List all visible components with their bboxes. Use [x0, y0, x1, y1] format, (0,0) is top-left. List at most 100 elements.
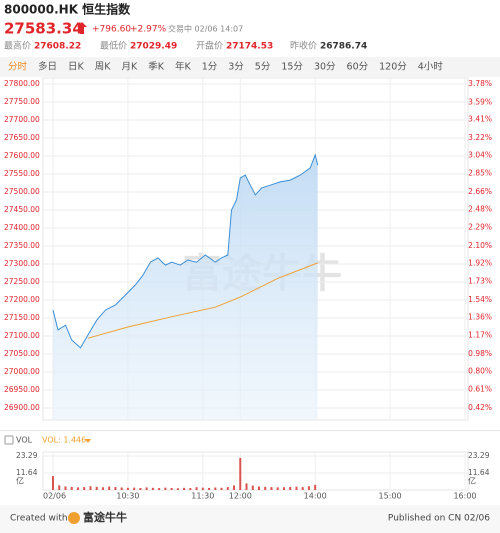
tab[interactable]: 120分	[379, 62, 407, 73]
x-tick-label: 15:00	[379, 492, 402, 501]
y-tick-label: 27050.00	[4, 349, 40, 358]
vol-bar	[189, 488, 192, 490]
y2-tick-label: 1.36%	[468, 312, 492, 321]
vol-indicator: VOL: 1.446	[42, 436, 86, 445]
stat-label: 最高价	[4, 40, 31, 52]
vol-bar	[83, 487, 86, 490]
vol-bar	[95, 486, 98, 490]
y2-tick-label: 1.92%	[468, 258, 492, 267]
vol-bar	[220, 487, 223, 490]
y-tick-label: 27700.00	[4, 115, 40, 124]
vol-bar	[133, 487, 136, 490]
vol-bar	[170, 487, 173, 490]
y-tick-label: 27600.00	[4, 151, 40, 160]
vol-bar	[307, 486, 310, 490]
vol-bar	[214, 487, 217, 490]
x-tick-label: 16:00	[453, 492, 476, 501]
change-pct: +2.97%	[130, 25, 167, 35]
vol-bar	[289, 486, 292, 490]
stat-label: 最低价	[100, 40, 127, 52]
tab[interactable]: 年K	[175, 61, 192, 73]
vol-bar	[101, 487, 104, 490]
stat-value: 26786.74	[320, 42, 367, 52]
tab[interactable]: 季K	[148, 61, 165, 73]
vol-bar	[139, 487, 142, 490]
price-line	[52, 153, 319, 349]
tab[interactable]: 日K	[68, 62, 85, 73]
vol-bar	[239, 457, 242, 490]
tab[interactable]: 5分	[255, 62, 271, 73]
x-tick-label: 14:00	[304, 492, 327, 501]
vol-bar	[114, 487, 117, 490]
vol-bar	[89, 486, 92, 490]
vol-bar	[295, 486, 298, 490]
y2-tick-label: 3.59%	[468, 97, 492, 106]
separator	[0, 430, 500, 431]
y-tick-label: 27150.00	[4, 313, 40, 322]
stock-title: 800000.HK 恒生指数	[4, 2, 131, 17]
y-tick-label: 26950.00	[4, 385, 40, 394]
tab[interactable]: 3分	[228, 62, 244, 73]
vol-unit: 亿	[16, 476, 24, 486]
y2-tick-label: 1.54%	[468, 295, 492, 304]
status: 交易中 02/06 14:07	[168, 24, 243, 34]
tab[interactable]: 15分	[281, 62, 303, 73]
footer-published: Published on CN 02/06	[388, 514, 490, 524]
stat-label: 开盘价	[196, 40, 223, 52]
y-tick-label: 27400.00	[4, 223, 40, 232]
y2-tick-label: 2.48%	[468, 204, 492, 213]
vol-bar	[70, 486, 73, 490]
vol-tick-label: 23.29	[16, 451, 38, 460]
vol-bar	[208, 487, 211, 490]
y2-tick-label: 2.10%	[468, 241, 492, 250]
tab[interactable]: 60分	[347, 62, 369, 73]
tab[interactable]: 分时	[8, 61, 28, 73]
x-tick-label: 12:00	[229, 492, 252, 501]
tab[interactable]: 1分	[202, 62, 218, 73]
tab[interactable]: 月K	[122, 62, 139, 73]
vol-bar	[76, 487, 79, 490]
tab[interactable]: 4小时	[418, 61, 444, 73]
vol-bar	[176, 488, 179, 490]
stat-value: 27608.22	[34, 42, 81, 52]
vol-bar	[226, 487, 229, 490]
vol-tick-label: 11.64	[16, 468, 38, 477]
brand-logo	[68, 512, 80, 524]
y-tick-label: 27250.00	[4, 277, 40, 286]
y-tick-label: 27200.00	[4, 295, 40, 304]
stat-value: 27174.53	[226, 42, 273, 52]
tab[interactable]: 周K	[95, 62, 112, 73]
footer-bg	[0, 505, 500, 533]
x-tick-label: 11:30	[191, 492, 214, 501]
y-tick-label: 27750.00	[4, 97, 40, 106]
y-tick-label: 27450.00	[4, 205, 40, 214]
y2-tick-label: 3.22%	[468, 133, 492, 142]
x-tick-label: 02/06	[43, 492, 66, 501]
avg-line	[87, 262, 318, 339]
y2-tick-label: 0.80%	[468, 366, 492, 375]
x-tick-label: 10:30	[116, 492, 139, 501]
y2-tick-label: 0.98%	[468, 349, 492, 358]
vol-dropdown[interactable]	[85, 439, 91, 443]
vol-tick-label-right: 23.29	[468, 451, 490, 460]
footer-brand: 富途牛牛	[83, 510, 127, 524]
price-area	[53, 154, 318, 420]
y-tick-label: 27800.00	[4, 79, 40, 88]
vol-bar	[258, 486, 260, 490]
vol-bar	[52, 476, 54, 490]
change: +796.60	[92, 25, 131, 35]
y2-tick-label: 0.42%	[468, 403, 492, 412]
tab[interactable]: 30分	[314, 62, 336, 73]
y2-tick-label: 1.17%	[468, 331, 492, 340]
vol-bar	[145, 487, 148, 490]
vol-bar	[108, 486, 111, 490]
vol-bar	[164, 487, 167, 490]
vol-bar	[126, 487, 129, 490]
vol-bar	[158, 488, 161, 490]
vol-unit-right: 亿	[468, 476, 476, 486]
y2-tick-label: 0.61%	[468, 385, 492, 394]
tab[interactable]: 多日	[38, 61, 57, 73]
y2-tick-label: 3.41%	[468, 115, 492, 124]
y2-tick-label: 2.85%	[468, 169, 492, 178]
